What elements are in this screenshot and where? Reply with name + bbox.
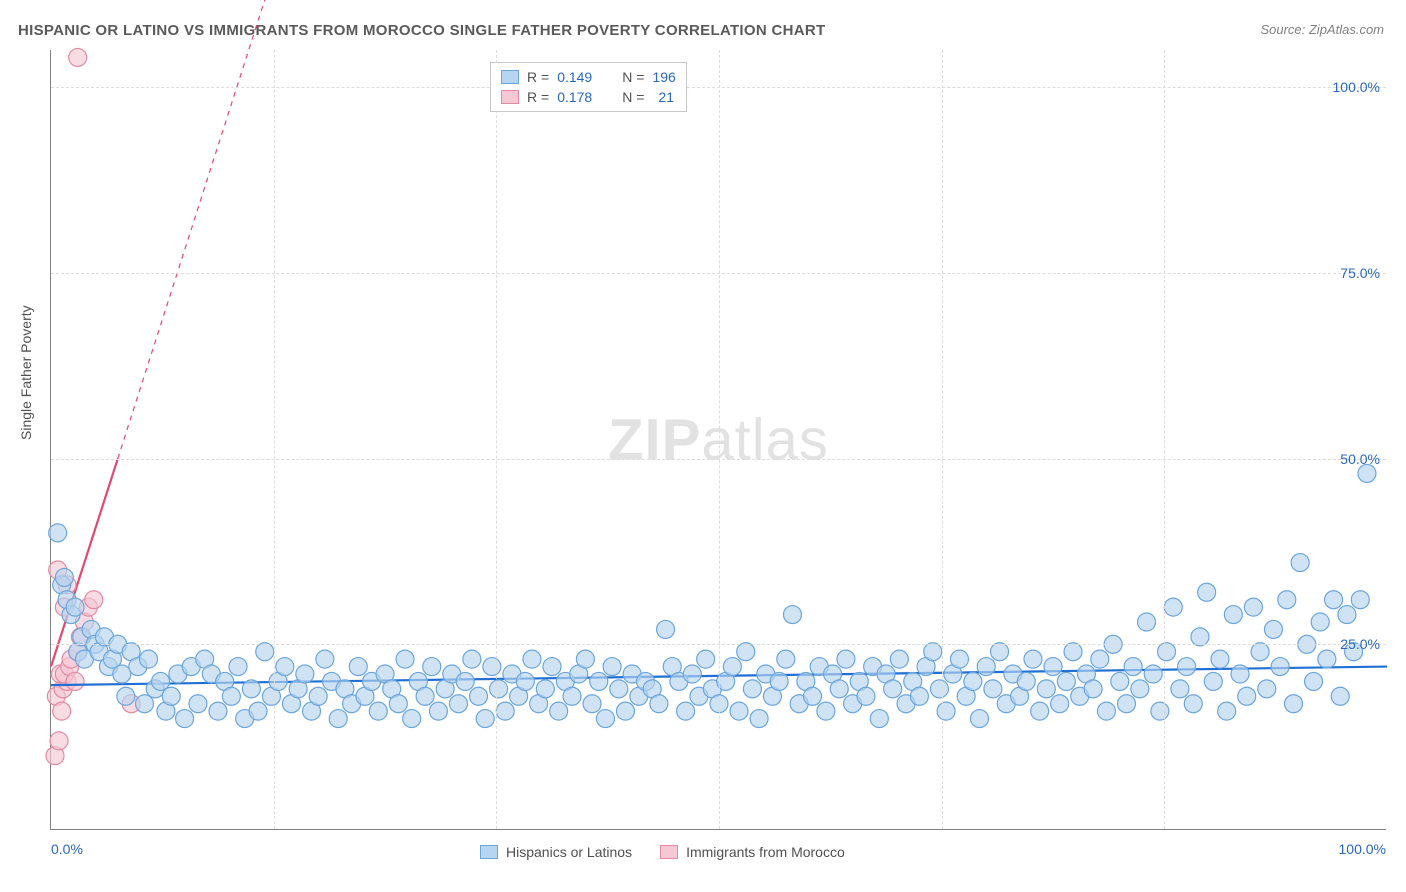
y-axis-title: Single Father Poverty [18, 305, 34, 440]
x-tick-label: 0.0% [51, 841, 83, 857]
swatch-blue [480, 845, 498, 859]
r-label: R = [527, 69, 549, 85]
y-tick-label: 25.0% [1340, 636, 1380, 652]
swatch-pink [660, 845, 678, 859]
plot-area: ZIPatlas 25.0%50.0%75.0%100.0%0.0%100.0% [50, 50, 1386, 830]
n-label: N = [622, 89, 644, 105]
source-credit: Source: ZipAtlas.com [1260, 22, 1384, 37]
bottom-legend-blue: Hispanics or Latinos [480, 842, 632, 862]
gridline-v [719, 50, 720, 829]
bottom-legend-label-pink: Immigrants from Morocco [686, 844, 845, 860]
y-tick-label: 75.0% [1340, 265, 1380, 281]
bottom-legend: Hispanics or Latinos Immigrants from Mor… [480, 842, 845, 862]
swatch-pink [501, 90, 519, 104]
bottom-legend-label-blue: Hispanics or Latinos [506, 844, 632, 860]
r-value-blue: 0.149 [557, 69, 592, 85]
stats-legend: R = 0.149 N = 196 R = 0.178 N = 21 [490, 62, 687, 112]
swatch-blue [501, 70, 519, 84]
n-value-pink: 21 [652, 89, 674, 105]
n-value-blue: 196 [652, 69, 675, 85]
x-tick-label: 100.0% [1339, 841, 1386, 857]
gridline-v [496, 50, 497, 829]
gridline-v [942, 50, 943, 829]
y-tick-label: 100.0% [1333, 79, 1380, 95]
n-label: N = [622, 69, 644, 85]
y-tick-label: 50.0% [1340, 451, 1380, 467]
legend-row-blue: R = 0.149 N = 196 [501, 67, 676, 87]
chart-title: HISPANIC OR LATINO VS IMMIGRANTS FROM MO… [18, 22, 825, 39]
bottom-legend-pink: Immigrants from Morocco [660, 842, 845, 862]
legend-row-pink: R = 0.178 N = 21 [501, 87, 676, 107]
r-value-pink: 0.178 [557, 89, 592, 105]
gridline-v [1164, 50, 1165, 829]
gridline-v [274, 50, 275, 829]
r-label: R = [527, 89, 549, 105]
